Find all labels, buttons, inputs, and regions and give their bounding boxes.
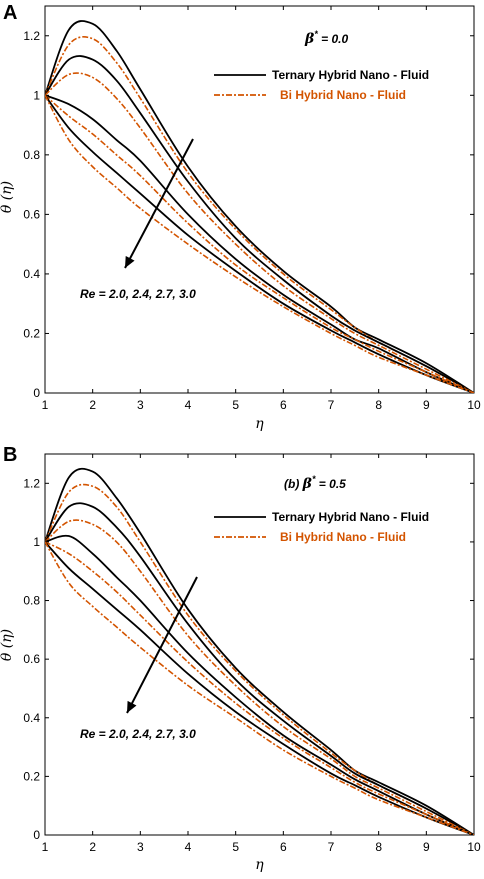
y-tick-label: 0.8	[23, 148, 40, 162]
beta-value: = 0.0	[318, 32, 349, 46]
x-axis-label: η	[255, 857, 264, 873]
y-tick-label: 0.6	[23, 207, 40, 221]
y-tick-label: 0.2	[23, 326, 40, 340]
x-tick-label: 2	[89, 398, 96, 412]
ternary-series-line-1	[45, 467, 474, 835]
x-tick-label: 7	[328, 398, 335, 412]
ternary-series-line-1	[45, 20, 474, 393]
subplot-tag: (b)	[284, 477, 303, 491]
beta-symbol: β	[304, 31, 315, 47]
y-tick-label: 1.2	[23, 476, 40, 490]
ternary-series-line-3	[45, 534, 474, 835]
y-tick-label: 0	[33, 828, 40, 842]
beta-annotation: (b) β* = 0.5	[284, 474, 346, 492]
chart-panel-a: 1 2 3 4 5 6 7 8 9 10 0 0.2 0.4 0.6 0.8 1 1.2 η θ (η) β* = 0…	[0, 5, 481, 432]
bi-series-line-3	[45, 541, 474, 835]
y-tick-label: 1	[33, 535, 40, 549]
legend-label-ternary: Ternary Hybrid Nano - Fluid	[272, 510, 429, 524]
y-tick-label: 0.2	[23, 769, 40, 783]
x-tick-label: 3	[137, 840, 144, 854]
x-tick-label: 6	[280, 398, 287, 412]
ternary-series-line-4	[45, 541, 474, 835]
y-axis-label: θ (η)	[0, 181, 15, 213]
x-axis-label: η	[255, 416, 264, 432]
x-tick-label: 6	[280, 840, 287, 854]
plot-frame	[44, 5, 475, 394]
y-tick-label: 0.6	[23, 652, 40, 666]
x-tick-label: 2	[89, 840, 96, 854]
x-tick-label: 10	[467, 398, 481, 412]
y-tick-label: 0.4	[23, 711, 40, 725]
x-tick-label: 9	[423, 398, 430, 412]
x-tick-label: 5	[232, 840, 239, 854]
beta-symbol: β	[302, 476, 313, 492]
x-tick-label: 1	[42, 840, 49, 854]
legend-label-ternary: Ternary Hybrid Nano - Fluid	[272, 68, 429, 82]
ternary-series-line-3	[45, 94, 474, 393]
ternary-series-line-2	[45, 55, 474, 393]
chart-panel-b: 1 2 3 4 5 6 7 8 9 10 0 0.2 0.4 0.6 0.8 1 1.2 η θ (η) (b) β*…	[0, 453, 481, 873]
y-tick-label: 0.8	[23, 594, 40, 608]
plot-frame	[44, 453, 475, 836]
bi-series-line-4	[45, 541, 474, 835]
x-tick-label: 8	[375, 398, 382, 412]
x-tick-label: 8	[375, 840, 382, 854]
x-tick-label: 7	[328, 840, 335, 854]
bi-series-line-2	[45, 72, 474, 393]
reynolds-annotation: Re = 2.0, 2.4, 2.7, 3.0	[80, 727, 196, 741]
trend-arrow-head	[125, 255, 135, 268]
ternary-series-line-2	[45, 502, 474, 835]
beta-superscript: *	[314, 29, 318, 39]
legend-label-bi: Bi Hybrid Nano - Fluid	[280, 530, 406, 544]
y-tick-label: 1	[33, 88, 40, 102]
y-tick-label: 0.4	[23, 267, 40, 281]
beta-superscript: *	[312, 474, 316, 484]
x-tick-label: 4	[185, 398, 192, 412]
y-tick-label: 0	[33, 386, 40, 400]
x-tick-label: 5	[232, 398, 239, 412]
panel-a-letter: A	[3, 2, 18, 24]
x-tick-label: 4	[185, 840, 192, 854]
legend-label-bi: Bi Hybrid Nano - Fluid	[280, 88, 406, 102]
x-tick-label: 3	[137, 398, 144, 412]
reynolds-annotation: Re = 2.0, 2.4, 2.7, 3.0	[80, 287, 196, 301]
x-tick-label: 1	[42, 398, 49, 412]
panel-b-letter: B	[3, 444, 18, 466]
ternary-series-line-4	[45, 94, 474, 393]
trend-arrow-head	[127, 700, 137, 713]
beta-value: = 0.5	[315, 477, 346, 491]
bi-series-line-3	[45, 94, 474, 393]
x-tick-label: 9	[423, 840, 430, 854]
bi-series-line-4	[45, 94, 474, 393]
trend-arrow	[124, 138, 194, 269]
bi-series-line-2	[45, 519, 474, 835]
y-axis-label: θ (η)	[0, 629, 15, 661]
x-tick-label: 10	[467, 840, 481, 854]
trend-arrow	[126, 576, 198, 714]
y-tick-label: 1.2	[23, 29, 40, 43]
beta-annotation: β* = 0.0	[304, 29, 348, 47]
